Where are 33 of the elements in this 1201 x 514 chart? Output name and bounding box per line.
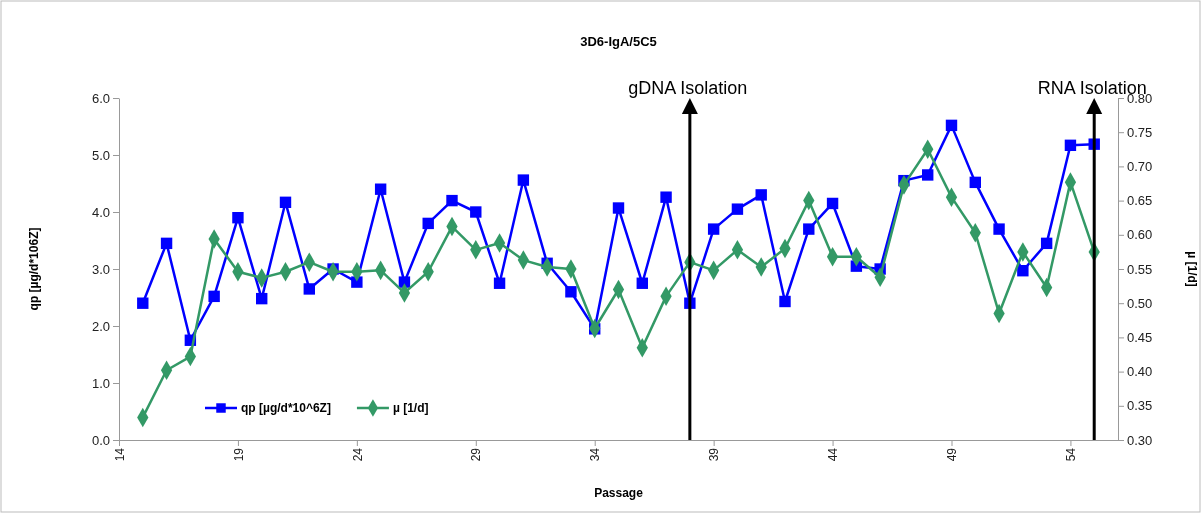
y-tick-label: 5.0 [91, 147, 110, 163]
y2-tick-label: 0.75 [1127, 124, 1153, 140]
legend-label: qp [µg/d*10^6Z] [241, 401, 331, 416]
x-tick-label: 44 [826, 447, 841, 462]
x-tick-label: 54 [1064, 447, 1079, 462]
x-tick-label: 49 [945, 447, 960, 462]
y2-tick-label: 0.60 [1127, 227, 1153, 243]
y2-tick-label: 0.40 [1127, 364, 1153, 380]
x-tick-label: 29 [469, 447, 484, 462]
y2-tick-label: 0.45 [1127, 330, 1153, 346]
x-axis-title: Passage [594, 486, 644, 500]
y2-tick-label: 0.65 [1127, 193, 1153, 209]
x-tick-label: 14 [112, 447, 127, 462]
y2-tick-label: 0.55 [1127, 261, 1153, 277]
y2-tick-label: 0.50 [1127, 295, 1153, 311]
ref-line-label: gDNA Isolation [628, 78, 748, 98]
y2-tick-label: 0.30 [1127, 432, 1153, 448]
y2-tick-label: 0.70 [1127, 159, 1153, 175]
x-tick-label: 19 [231, 447, 246, 462]
x-tick-label: 34 [588, 447, 603, 462]
y-tick-label: 2.0 [91, 318, 110, 334]
legend-label: µ [1/d] [392, 401, 429, 416]
y-tick-label: 6.0 [91, 90, 110, 106]
y2-tick-label: 0.35 [1127, 398, 1153, 414]
y-tick-label: 1.0 [91, 375, 110, 391]
y-tick-label: 3.0 [91, 261, 110, 277]
x-tick-label: 24 [350, 447, 365, 462]
y-axis-title: qp [µg/d*106Z] [27, 227, 41, 311]
y-tick-label: 0.0 [91, 432, 110, 448]
y-tick-label: 4.0 [91, 204, 110, 220]
y2-axis-title: µ [1/d] [1185, 251, 1199, 287]
x-tick-label: 39 [707, 447, 722, 462]
chart-title: 3D6-IgA/5C5 [580, 34, 657, 49]
